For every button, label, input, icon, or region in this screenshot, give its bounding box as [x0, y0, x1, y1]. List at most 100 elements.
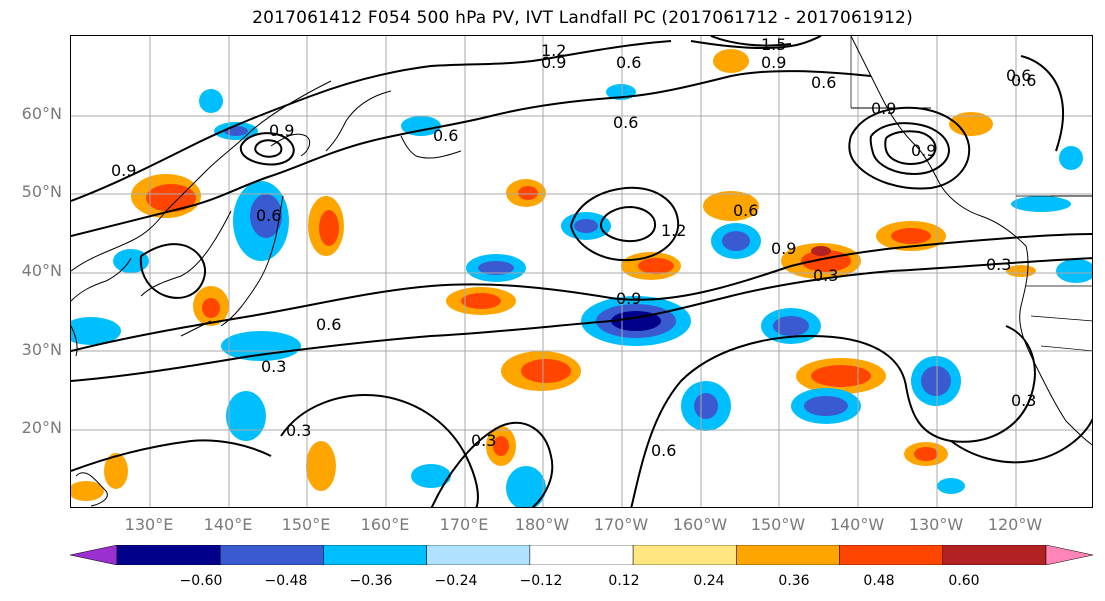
contour-label: 0.9	[911, 141, 936, 160]
lon-label-160w: 160°W	[672, 515, 728, 534]
shade-neg	[506, 466, 546, 507]
lon-label-160e: 160°E	[360, 515, 410, 534]
shade-pos	[811, 246, 831, 256]
contour-label: 1.2	[661, 221, 686, 240]
contour-label: 0.6	[651, 441, 676, 460]
colorbar-swatch	[1045, 544, 1094, 566]
contour-label: 0.9	[871, 99, 896, 118]
shade-pos	[914, 447, 938, 461]
lat-label-20n: 20°N	[21, 418, 62, 437]
lat-label-50n: 50°N	[21, 182, 62, 201]
colorbar-tick: 0.60	[948, 573, 980, 589]
contour-label: 1.2	[541, 41, 566, 60]
colorbar-tick: 0.48	[863, 573, 895, 589]
shade-pos	[638, 258, 674, 274]
map-panel[interactable]: 1.2 0.9 0.6 1.5 0.9 0.6 0.6 0.9 0.6 0.9 …	[70, 35, 1093, 508]
lat-label-60n: 60°N	[21, 104, 62, 123]
contour-label: 0.9	[541, 53, 566, 72]
shade-neg	[921, 366, 951, 396]
colorbar-swatch	[323, 544, 427, 566]
contour-label: 0.3	[1011, 391, 1036, 410]
shade-neg	[694, 393, 718, 419]
colorbar-tick: 0.36	[778, 573, 810, 589]
colorbar-swatch	[219, 544, 324, 566]
lon-label-120w: 120°W	[987, 515, 1043, 534]
colorbar-swatch	[736, 544, 840, 566]
pv-contours	[71, 36, 1092, 507]
lon-label-130w: 130°W	[908, 515, 964, 534]
colorbar-tick: −0.60	[179, 573, 223, 589]
colorbar-tick: −0.36	[349, 573, 393, 589]
contour-label: 0.6	[316, 315, 341, 334]
shade-neg	[937, 478, 965, 494]
borders	[850, 36, 1092, 352]
colorbar	[69, 544, 1094, 566]
colorbar-tick: −0.12	[519, 573, 563, 589]
lon-label-140w: 140°W	[829, 515, 885, 534]
contour-label: 0.6	[811, 73, 836, 92]
graticule	[71, 36, 1092, 507]
map-title: 2017061412 F054 500 hPa PV, IVT Landfall…	[252, 8, 913, 28]
colorbar-swatch	[942, 544, 1047, 566]
shade-pos	[521, 359, 571, 383]
contour-label: 0.9	[616, 289, 641, 308]
contour-label: 1.5	[761, 36, 786, 54]
colorbar-tick: −0.24	[434, 573, 478, 589]
shade-neg	[401, 116, 441, 136]
lon-label-150e: 150°E	[281, 515, 331, 534]
shade-pos	[891, 228, 931, 244]
contour-label: 0.3	[813, 266, 838, 285]
map-canvas: 1.2 0.9 0.6 1.5 0.9 0.6 0.6 0.9 0.6 0.9 …	[71, 36, 1092, 507]
colorbar-svg	[69, 544, 1094, 566]
shade-neg	[773, 316, 809, 336]
colorbar-swatch	[69, 544, 118, 566]
shade-neg	[1011, 196, 1071, 212]
contour-label: 0.3	[986, 255, 1011, 274]
shade-pos	[146, 184, 196, 212]
shade-neg	[250, 194, 282, 238]
contour-label: 0.6	[733, 201, 758, 220]
shade-pos	[104, 453, 128, 489]
coastlines	[71, 36, 1092, 507]
shade-pos	[306, 441, 336, 491]
shade-neg	[1056, 259, 1092, 283]
shade-pos	[949, 112, 993, 136]
shade-pos	[811, 365, 871, 387]
shade-neg	[199, 89, 223, 113]
contour-label: 0.9	[771, 239, 796, 258]
colorbar-swatch	[529, 544, 634, 566]
contour-label: 0.6	[256, 206, 281, 225]
contour-label: 0.6	[433, 126, 458, 145]
lon-label-130e: 130°E	[124, 515, 174, 534]
contour-label: 0.6	[1011, 71, 1036, 90]
colorbar-swatch	[426, 544, 531, 566]
shade-neg	[113, 249, 149, 273]
shade-neg	[221, 331, 301, 361]
contour-label: 0.3	[471, 431, 496, 450]
colorbar-tick: 0.12	[608, 573, 640, 589]
lon-label-150w: 150°W	[750, 515, 806, 534]
contour-label: 0.3	[286, 421, 311, 440]
lat-label-30n: 30°N	[21, 340, 62, 359]
lon-label-170w: 170°W	[593, 515, 649, 534]
colorbar-tick: 0.24	[693, 573, 725, 589]
colorbar-swatch	[116, 544, 221, 566]
shade-pos	[202, 298, 220, 318]
contour-label: 0.3	[261, 357, 286, 376]
shade-pos	[518, 186, 538, 200]
colorbar-tick: −0.48	[264, 573, 308, 589]
shade-pos	[713, 49, 749, 73]
shade-neg	[224, 126, 248, 136]
shade-neg	[804, 396, 848, 416]
lon-label-140e: 140°E	[203, 515, 253, 534]
contour-label: 0.6	[1006, 66, 1031, 85]
shade-pos	[1006, 265, 1036, 277]
shade-neg	[1059, 146, 1083, 170]
shaded-anomalies	[71, 49, 1092, 507]
shade-pos	[319, 210, 339, 246]
colorbar-swatch	[839, 544, 944, 566]
colorbar-swatch	[632, 544, 737, 566]
shade-neg	[478, 261, 514, 275]
shade-neg	[226, 391, 266, 441]
contour-label: 0.9	[761, 53, 786, 72]
